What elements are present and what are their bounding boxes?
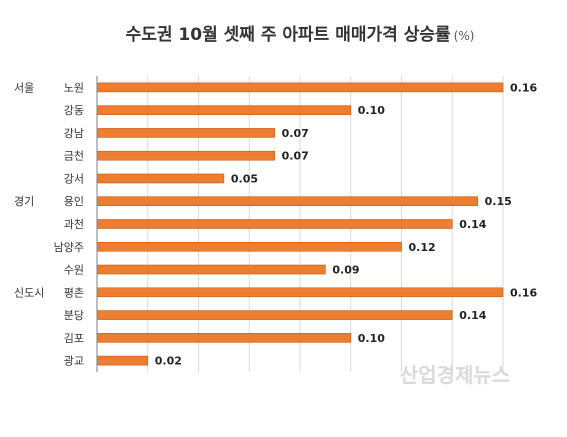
bar-남양주 bbox=[96, 241, 402, 252]
value-label: 0.10 bbox=[358, 104, 385, 117]
bar-광교 bbox=[96, 355, 149, 366]
category-label: 용인 bbox=[64, 195, 84, 208]
chart-title-text: 수도권 10월 셋째 주 아파트 매매가격 상승률 bbox=[126, 25, 451, 45]
value-label: 0.02 bbox=[155, 355, 182, 368]
category-label: 수원 bbox=[64, 264, 84, 277]
value-label: 0.12 bbox=[409, 241, 436, 254]
bars bbox=[96, 82, 504, 366]
value-label: 0.09 bbox=[332, 264, 359, 277]
category-label: 금천 bbox=[64, 149, 84, 163]
bar-강남 bbox=[96, 128, 275, 138]
group-label: 경기 bbox=[14, 195, 34, 208]
bar-평촌 bbox=[96, 287, 504, 298]
bar-노원 bbox=[96, 82, 504, 93]
category-label: 김포 bbox=[64, 332, 84, 345]
category-label: 과천 bbox=[64, 217, 84, 231]
value-label: 0.05 bbox=[231, 172, 258, 185]
category-label: 노원 bbox=[64, 81, 84, 94]
value-label: 0.15 bbox=[485, 195, 512, 208]
bar-강동 bbox=[96, 105, 352, 115]
value-label: 0.16 bbox=[510, 81, 537, 94]
category-label: 강동 bbox=[64, 104, 84, 117]
group-label: 서울 bbox=[14, 81, 34, 94]
value-label: 0.07 bbox=[282, 127, 309, 140]
value-label: 0.14 bbox=[459, 309, 486, 322]
value-label: 0.07 bbox=[282, 150, 309, 163]
value-label: 0.10 bbox=[358, 332, 385, 345]
watermark: 산업경제뉴스 bbox=[400, 363, 510, 387]
bar-과천 bbox=[96, 219, 453, 229]
category-label: 평촌 bbox=[64, 286, 84, 299]
labels: 0.16 노원 서울 0.10 강동 0.07 강남 0.07 금천 0.05 강서 0.15 용인 경기… bbox=[14, 81, 537, 367]
bar-강서 bbox=[96, 173, 225, 184]
chart-title: 수도권 10월 셋째 주 아파트 매매가격 상승률 (%) bbox=[126, 25, 475, 45]
category-label: 강서 bbox=[64, 172, 84, 185]
bar-금천 bbox=[96, 150, 275, 161]
bar-분당 bbox=[96, 310, 453, 320]
chart-title-unit: (%) bbox=[454, 29, 475, 43]
category-label: 남양주 bbox=[54, 241, 84, 254]
value-label: 0.16 bbox=[510, 286, 537, 299]
category-label: 강남 bbox=[64, 127, 84, 140]
bar-용인 bbox=[96, 196, 478, 207]
category-label: 광교 bbox=[64, 355, 84, 368]
group-label: 신도시 bbox=[14, 286, 44, 299]
value-label: 0.14 bbox=[459, 218, 486, 231]
bar-수원 bbox=[96, 264, 326, 275]
bar-김포 bbox=[96, 333, 352, 343]
category-label: 분당 bbox=[64, 309, 84, 322]
